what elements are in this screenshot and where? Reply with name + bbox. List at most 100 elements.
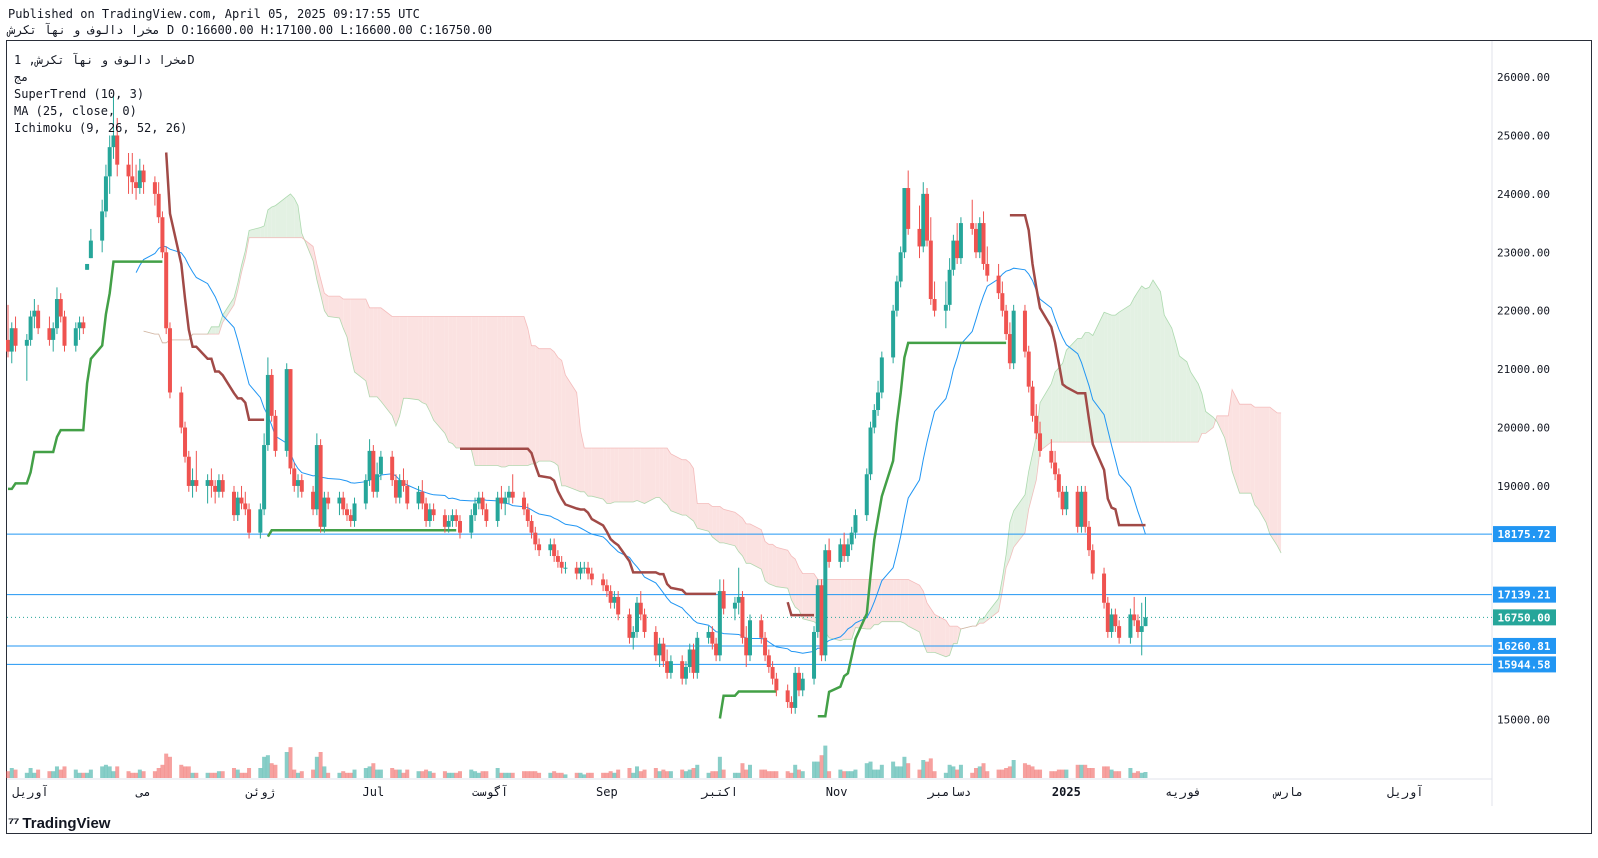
candle-body[interactable] bbox=[469, 515, 474, 533]
candle-body[interactable] bbox=[58, 299, 63, 317]
candle-body[interactable] bbox=[687, 649, 692, 668]
candle-body[interactable] bbox=[1026, 351, 1031, 387]
candle-body[interactable] bbox=[744, 637, 749, 656]
candle-body[interactable] bbox=[115, 135, 120, 165]
candle-body[interactable] bbox=[970, 223, 975, 229]
legend-ichimoku[interactable]: Ichimoku (9, 26, 52, 26) bbox=[14, 121, 188, 135]
candle-body[interactable] bbox=[1128, 614, 1133, 638]
supertrend-down-line[interactable] bbox=[460, 447, 717, 596]
candle-body[interactable] bbox=[770, 667, 775, 679]
candle-body[interactable] bbox=[299, 480, 304, 492]
candle-body[interactable] bbox=[375, 474, 380, 492]
candle-body[interactable] bbox=[292, 468, 297, 486]
candle-body[interactable] bbox=[262, 445, 267, 510]
candle-body[interactable] bbox=[601, 579, 606, 586]
candle-body[interactable] bbox=[898, 252, 903, 282]
candle-body[interactable] bbox=[812, 631, 817, 679]
candle-body[interactable] bbox=[194, 480, 199, 486]
candle-body[interactable] bbox=[1049, 450, 1054, 463]
candle-body[interactable] bbox=[160, 217, 165, 253]
candle-body[interactable] bbox=[190, 480, 195, 486]
candle-body[interactable] bbox=[495, 497, 500, 521]
candle-body[interactable] bbox=[1143, 617, 1148, 627]
candle-body[interactable] bbox=[921, 193, 926, 247]
candle-body[interactable] bbox=[635, 602, 640, 632]
candle-body[interactable] bbox=[951, 240, 956, 270]
candle-body[interactable] bbox=[947, 269, 952, 305]
candle-body[interactable] bbox=[179, 392, 184, 428]
supertrend-up-line[interactable] bbox=[718, 690, 777, 719]
candle-body[interactable] bbox=[393, 480, 398, 498]
candle-body[interactable] bbox=[73, 328, 78, 346]
candle-body[interactable] bbox=[164, 252, 169, 329]
candle-body[interactable] bbox=[955, 240, 960, 259]
candle-body[interactable] bbox=[604, 585, 609, 592]
candle-body[interactable] bbox=[499, 497, 504, 504]
candle-body[interactable] bbox=[54, 299, 59, 329]
candle-body[interactable] bbox=[446, 520, 451, 527]
candle-body[interactable] bbox=[876, 392, 881, 410]
candle-body[interactable] bbox=[503, 497, 508, 504]
candle-body[interactable] bbox=[397, 480, 402, 498]
candle-body[interactable] bbox=[258, 509, 263, 533]
candle-body[interactable] bbox=[578, 567, 583, 574]
candle-body[interactable] bbox=[205, 480, 210, 486]
candle-body[interactable] bbox=[32, 310, 37, 317]
candle-body[interactable] bbox=[454, 515, 459, 521]
candle-body[interactable] bbox=[529, 520, 534, 533]
candle-body[interactable] bbox=[732, 602, 737, 609]
candle-body[interactable] bbox=[363, 480, 368, 504]
candle-body[interactable] bbox=[943, 304, 948, 311]
candle-body[interactable] bbox=[1135, 620, 1140, 632]
candle-body[interactable] bbox=[555, 556, 560, 562]
candle-body[interactable] bbox=[13, 328, 18, 346]
candle-body[interactable] bbox=[1139, 626, 1144, 632]
candle-body[interactable] bbox=[894, 281, 899, 311]
candle-body[interactable] bbox=[9, 328, 14, 352]
candle-body[interactable] bbox=[691, 649, 696, 673]
candle-body[interactable] bbox=[533, 532, 538, 545]
candle-body[interactable] bbox=[522, 497, 527, 510]
candle-body[interactable] bbox=[1053, 462, 1058, 475]
candle-body[interactable] bbox=[853, 515, 858, 533]
candle-body[interactable] bbox=[1030, 386, 1035, 416]
candle-body[interactable] bbox=[1086, 526, 1091, 551]
candle-body[interactable] bbox=[1132, 614, 1137, 621]
candle-body[interactable] bbox=[103, 176, 108, 212]
supertrend-down-line[interactable] bbox=[1009, 214, 1146, 527]
candle-body[interactable] bbox=[925, 193, 930, 241]
candle-body[interactable] bbox=[563, 567, 568, 569]
candle-body[interactable] bbox=[141, 170, 146, 183]
candle-body[interactable] bbox=[1004, 310, 1009, 335]
candle-body[interactable] bbox=[668, 661, 673, 673]
candle-body[interactable] bbox=[510, 491, 515, 498]
candle-body[interactable] bbox=[695, 637, 700, 673]
candle-body[interactable] bbox=[838, 544, 843, 562]
chart-frame[interactable] bbox=[6, 40, 1592, 834]
candle-body[interactable] bbox=[476, 497, 481, 504]
candle-body[interactable] bbox=[405, 485, 410, 504]
candle-body[interactable] bbox=[473, 503, 478, 516]
candle-body[interactable] bbox=[235, 497, 240, 516]
candle-body[interactable] bbox=[680, 661, 685, 679]
candle-body[interactable] bbox=[582, 567, 587, 569]
candle-body[interactable] bbox=[156, 193, 161, 218]
candle-body[interactable] bbox=[314, 445, 319, 510]
candle-body[interactable] bbox=[721, 591, 726, 609]
candle-body[interactable] bbox=[631, 631, 636, 638]
candle-body[interactable] bbox=[265, 374, 270, 446]
legend-symbol[interactable]: مخرا دالوف و نهآ تکرش, 1D bbox=[14, 53, 195, 67]
candle-body[interactable] bbox=[457, 520, 462, 533]
candle-body[interactable] bbox=[216, 480, 221, 492]
supertrend-up-line[interactable] bbox=[266, 529, 457, 538]
candle-body[interactable] bbox=[586, 567, 591, 574]
candle-body[interactable] bbox=[665, 661, 670, 673]
candle-body[interactable] bbox=[981, 223, 986, 264]
candle-body[interactable] bbox=[902, 188, 907, 253]
candle-body[interactable] bbox=[484, 509, 489, 521]
candle-body[interactable] bbox=[638, 602, 643, 615]
candle-body[interactable] bbox=[352, 503, 357, 521]
candle-body[interactable] bbox=[134, 182, 139, 189]
candle-body[interactable] bbox=[872, 410, 877, 428]
candle-body[interactable] bbox=[344, 509, 349, 516]
